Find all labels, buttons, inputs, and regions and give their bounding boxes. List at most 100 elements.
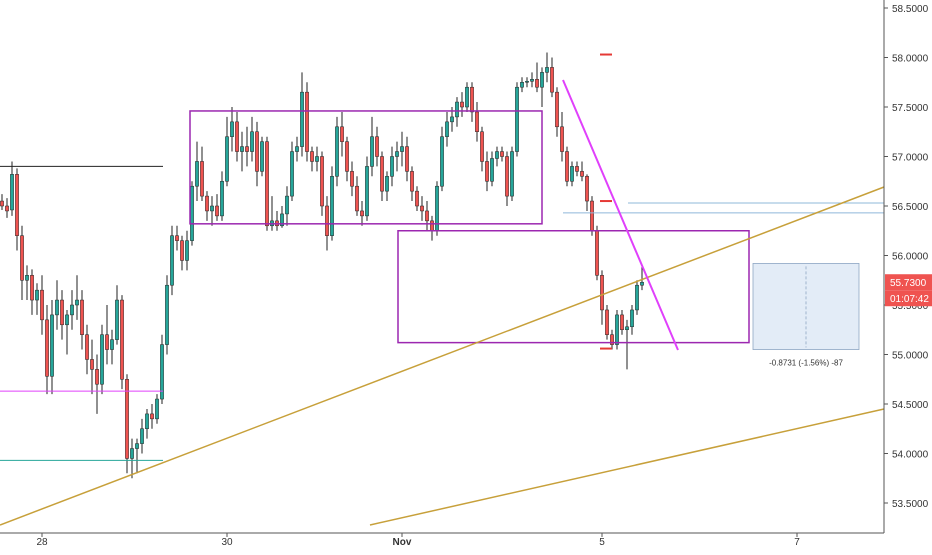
candle-body [500,151,504,157]
candle-body [610,334,614,345]
candle-body [595,230,599,276]
candle-body [535,79,539,88]
candle-body [470,86,474,113]
candle-body [390,156,394,177]
candle-body [615,314,619,345]
candle-body [135,443,139,449]
candle-body [510,151,514,197]
candle-body [285,195,289,215]
trendline-lower [369,408,885,526]
candle-body [545,67,549,73]
candle-body [315,156,319,162]
y-tick-label: 56.0000 [892,252,929,263]
candle-body [225,136,229,182]
candle-body [575,166,579,172]
x-tick-label: Nov [393,537,412,548]
candle-body [585,176,589,202]
candle-body [440,136,444,187]
x-tick-label: 28 [36,537,48,548]
candle-body [495,151,499,159]
candle-body [70,304,74,316]
candle-body [0,200,4,207]
candle-body [75,299,79,306]
y-tick-label: 56.5000 [892,202,929,213]
candle-body [65,314,69,326]
candle-body [300,91,304,147]
candle-body [560,126,564,152]
candle-body [325,205,329,236]
candle-body [60,299,64,326]
candle-body [45,319,49,377]
candle-body [30,275,34,301]
candle-body [50,314,54,377]
candle-body [355,185,359,212]
candle-body [220,181,224,217]
candle-body [145,413,149,429]
candle-body [460,101,464,108]
candle-body [205,195,209,212]
candle-body [100,334,104,385]
candle-body [550,67,554,93]
candle-body [130,448,134,459]
candle-body [115,299,119,340]
candle-body [385,176,389,192]
candle-body [515,86,519,152]
candle-body [520,82,524,88]
candle-body [365,166,369,217]
candle-body [125,379,129,459]
candles-layer [0,52,644,479]
candle-body [455,101,459,118]
candle-body [540,72,544,88]
y-tick-label: 58.0000 [892,54,929,65]
candle-body [35,289,39,301]
candle-body [620,314,624,330]
candle-body [15,174,19,236]
candle-body [295,146,299,152]
candle-body [405,146,409,172]
candle-body [160,344,164,400]
price-tag-label: 55.7300 [890,278,927,289]
candle-body [165,284,169,345]
candle-body [565,151,569,182]
candle-body [430,220,434,232]
candle-body [505,156,509,197]
candle-body [590,200,594,232]
y-tick-label: 58.5000 [892,4,929,15]
candle-body [150,413,154,420]
x-tick-label: 5 [599,537,605,548]
candle-body [110,339,114,350]
candle-body [310,151,314,162]
candle-body [400,146,404,152]
candle-body [210,205,214,212]
candle-body [630,309,634,328]
candle-body [530,79,534,82]
price-tag [885,274,932,291]
candle-body [55,299,59,316]
candle-body [90,359,94,370]
candle-body [140,428,144,444]
y-tick-label: 57.0000 [892,153,929,164]
candle-body [415,190,419,207]
candle-body [175,235,179,241]
range-rectangle-lower [397,230,750,344]
candle-body [450,116,454,123]
candle-body [105,334,109,350]
candle-body [170,235,174,286]
candle-body [240,146,244,152]
range-rectangle-upper [189,110,543,225]
measure-label: -0.8731 (-1.56%) -87 [769,359,843,368]
candle-body [625,326,629,330]
candle-body [195,161,199,187]
y-tick-label: 54.5000 [892,400,929,411]
candle-body [320,156,324,207]
candle-body [25,275,29,281]
candle-body [95,369,99,385]
candle-body [485,161,489,182]
candle-body [570,166,574,182]
x-tick-label: 7 [794,537,800,548]
candle-body [425,210,429,222]
candle-body [235,121,239,152]
candle-body [640,281,644,286]
